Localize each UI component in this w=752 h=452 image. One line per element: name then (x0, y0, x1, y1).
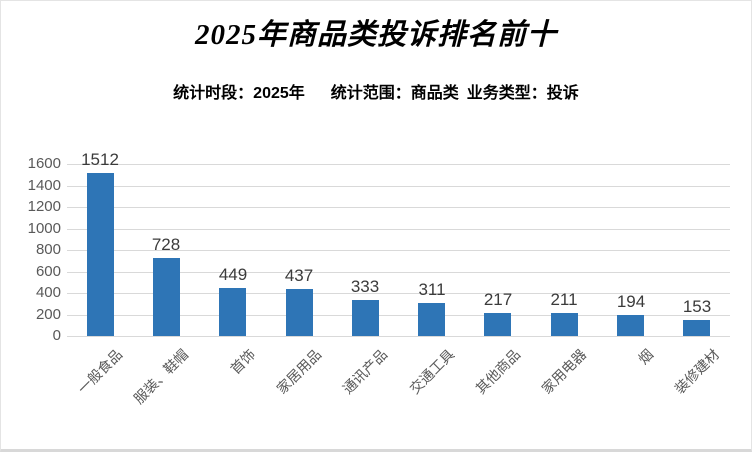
bar (551, 313, 578, 336)
y-tick-label: 0 (52, 327, 61, 344)
bar (286, 289, 313, 336)
bar-value-label: 311 (418, 280, 446, 299)
y-tick-label: 200 (35, 306, 61, 323)
y-gridline (67, 229, 730, 230)
bar-value-label: 194 (616, 292, 646, 311)
bar-value-label: 1512 (81, 150, 119, 169)
x-category-label-text: 家用电器 (538, 346, 590, 397)
y-gridline (67, 272, 730, 273)
chart-title: 2025年商品类投诉排名前十 (194, 19, 557, 51)
y-tick-label: 1400 (27, 177, 61, 194)
y-gridline (67, 336, 730, 337)
y-tick-label: 1000 (27, 220, 61, 237)
bar (87, 173, 114, 336)
y-tick-label: 800 (35, 241, 61, 258)
x-category-label-text: 其他商品 (472, 346, 524, 397)
bar (352, 300, 379, 336)
bar-value-label: 449 (218, 265, 248, 284)
y-tick-label: 400 (35, 284, 61, 301)
chart-subtitle: 统计时段：2025年 统计范围：商品类 业务类型：投诉 (1, 79, 751, 103)
y-gridline (67, 164, 730, 165)
x-category-label-text: 家居用品 (273, 346, 325, 397)
y-tick-label: 1200 (27, 198, 61, 215)
bar-value-label: 153 (682, 297, 712, 316)
subtitle-stat-period: 统计时段：2025年 (173, 85, 305, 102)
y-gridline (67, 250, 730, 251)
subtitle-business-type: 业务类型：投诉 (466, 85, 579, 102)
x-category-label-text: 首饰 (227, 346, 259, 378)
bar-value-label: 437 (284, 266, 314, 285)
subtitle-stat-scope: 统计范围：商品类 (330, 85, 459, 102)
bar-value-label: 728 (151, 235, 181, 254)
bar-value-label: 333 (350, 277, 380, 296)
bar (219, 288, 246, 336)
bar (484, 313, 511, 336)
y-gridline (67, 186, 730, 187)
bar (683, 320, 710, 336)
x-category-label-text: 烟 (635, 346, 657, 368)
x-category-label-text: 装修建材 (671, 346, 723, 397)
bar-value-label: 217 (483, 290, 513, 309)
y-tick-label: 600 (35, 263, 61, 280)
y-gridline (67, 315, 730, 316)
bar-value-label: 211 (550, 290, 578, 309)
bar (418, 303, 445, 336)
bar (617, 315, 644, 336)
x-category-label-text: 一般食品 (74, 346, 126, 397)
y-gridline (67, 207, 730, 208)
x-category-label-text: 通讯产品 (339, 346, 391, 397)
x-category-label-text: 服装、鞋帽 (130, 346, 192, 407)
bar (153, 258, 180, 336)
y-gridline (67, 293, 730, 294)
x-category-label-text: 交通工具 (406, 346, 458, 397)
y-tick-label: 1600 (27, 155, 61, 172)
